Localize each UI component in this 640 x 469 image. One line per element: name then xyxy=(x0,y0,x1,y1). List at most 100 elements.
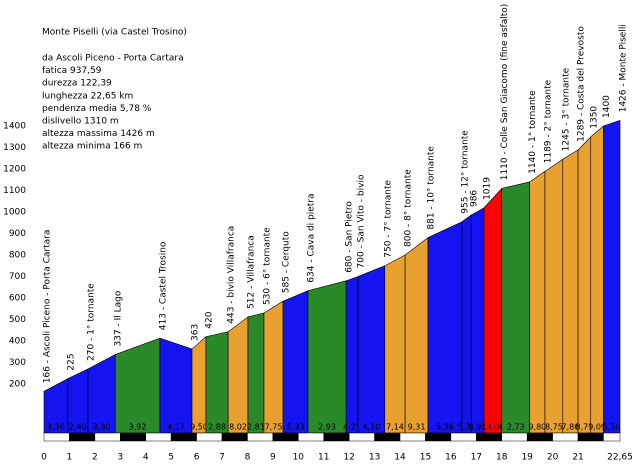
point-label: 413 - Castel Trosino xyxy=(158,241,168,330)
info-line: dislivello 1310 m xyxy=(42,117,119,127)
km-bar xyxy=(501,432,528,442)
info-line: durezza 122,39 xyxy=(42,79,112,89)
point-label: 986 xyxy=(470,190,480,207)
y-tick-label: 1100 xyxy=(3,186,26,196)
point-label: 881 - 10° tornante xyxy=(427,146,437,230)
segment xyxy=(227,316,249,434)
x-tick-label: 13 xyxy=(369,453,380,463)
point-label: 1400 xyxy=(602,95,612,118)
x-tick-label: 6 xyxy=(194,453,200,463)
point-label: 337 - Il Lago xyxy=(114,290,124,346)
y-tick-label: 500 xyxy=(9,315,26,325)
km-bar xyxy=(145,432,172,442)
point-label: 680 - San Pietro xyxy=(345,201,355,273)
x-tick-label: 11 xyxy=(318,453,329,463)
gradient-label: 2,88 xyxy=(208,423,226,432)
gradient-label: 2,93 xyxy=(318,423,336,432)
km-bar xyxy=(196,432,223,442)
info-line: lunghezza 22,65 km xyxy=(42,91,133,101)
gradient-label: 7,14 xyxy=(386,423,404,432)
segment xyxy=(470,207,485,434)
y-tick-label: 600 xyxy=(9,294,26,304)
point-label: 1245 - 3° tornante xyxy=(561,67,571,151)
km-bar xyxy=(272,432,299,442)
gradient-label: 9,80 xyxy=(528,423,546,432)
segment xyxy=(282,290,309,434)
y-tick-label: 1300 xyxy=(3,143,26,153)
segment xyxy=(529,170,546,434)
km-bar xyxy=(577,432,604,442)
km-bar xyxy=(399,432,426,442)
point-label: 1140 - 1° tornante xyxy=(528,90,538,174)
point-label: 443 - bivio Villafranca xyxy=(227,226,237,324)
point-label: 634 - Cava di pietra xyxy=(306,193,316,282)
y-tick-label: 300 xyxy=(9,358,26,368)
y-tick-label: 900 xyxy=(9,229,26,239)
y-tick-label: 1000 xyxy=(3,208,26,218)
gradient-label: 4,10 xyxy=(363,423,381,432)
point-label: 1189 - 2° tornante xyxy=(543,79,553,163)
gradient-label: 5,50 xyxy=(603,423,621,432)
profile-title: Monte Piselli (via Castel Trosino) xyxy=(42,28,187,38)
segment xyxy=(577,136,592,434)
segment xyxy=(205,331,229,434)
point-label: 1426 - Monte Piselli xyxy=(619,24,629,112)
x-tick-label: 1 xyxy=(67,453,73,463)
gradient-label: 13,00 xyxy=(481,423,504,432)
point-label: 225 xyxy=(66,353,76,370)
km-bar xyxy=(603,432,621,442)
x-tick-label: 12 xyxy=(343,453,354,463)
gradient-label: 4,22 xyxy=(343,423,361,432)
segment xyxy=(404,236,429,434)
point-label: 750 - 7° tornante xyxy=(383,179,393,257)
km-bar xyxy=(374,432,401,442)
x-tick-label: 22,65 xyxy=(607,453,633,463)
x-tick-label: 17 xyxy=(471,453,482,463)
y-tick-label: 1200 xyxy=(3,165,26,175)
km-bar xyxy=(298,432,324,442)
km-bar xyxy=(450,432,477,442)
segment xyxy=(247,312,265,434)
km-bar xyxy=(43,432,70,442)
x-tick-label: 5 xyxy=(168,453,174,463)
gradient-label: 3,36 xyxy=(47,423,65,432)
point-label: 530 - 6° tornante xyxy=(262,227,272,305)
km-bar xyxy=(120,432,146,442)
segment xyxy=(191,336,207,434)
info-line: altezza minima 166 m xyxy=(42,142,142,152)
km-bar xyxy=(221,432,248,442)
x-tick-label: 19 xyxy=(521,453,533,463)
x-tick-label: 18 xyxy=(496,453,508,463)
segment xyxy=(263,300,284,434)
segment xyxy=(87,354,116,434)
km-bar xyxy=(552,432,579,442)
y-tick-label: 200 xyxy=(9,380,26,390)
point-label: 800 - 8° tornante xyxy=(404,169,414,247)
segment xyxy=(603,119,621,434)
x-tick-label: 14 xyxy=(394,453,406,463)
segment xyxy=(562,149,579,434)
segment xyxy=(427,221,463,434)
x-tick-label: 8 xyxy=(245,453,251,463)
gradient-label: 8,75 xyxy=(545,423,563,432)
x-tick-label: 3 xyxy=(117,453,123,463)
km-bar xyxy=(526,432,553,442)
gradient-label: 7,75 xyxy=(265,423,283,432)
km-bar xyxy=(323,432,350,442)
gradient-label: 8,02 xyxy=(229,423,247,432)
point-label: 1289 - Costa del Prevosto xyxy=(577,26,587,142)
segment xyxy=(501,181,531,434)
point-label: 585 - Cerquto xyxy=(282,231,292,293)
x-tick-label: 16 xyxy=(445,453,457,463)
km-bar xyxy=(476,432,502,442)
gradient-label: 9,31 xyxy=(408,423,426,432)
x-tick-label: 0 xyxy=(41,453,47,463)
gradient-label: 2,73 xyxy=(507,423,525,432)
info-line: pendenza media 5,78 % xyxy=(42,104,152,114)
x-tick-label: 2 xyxy=(92,453,98,463)
point-label: 363 xyxy=(191,324,201,341)
gradient-label: 7,86 xyxy=(562,423,580,432)
y-tick-label: 700 xyxy=(9,272,26,282)
point-label: 955 - 12° tornante xyxy=(461,130,471,214)
